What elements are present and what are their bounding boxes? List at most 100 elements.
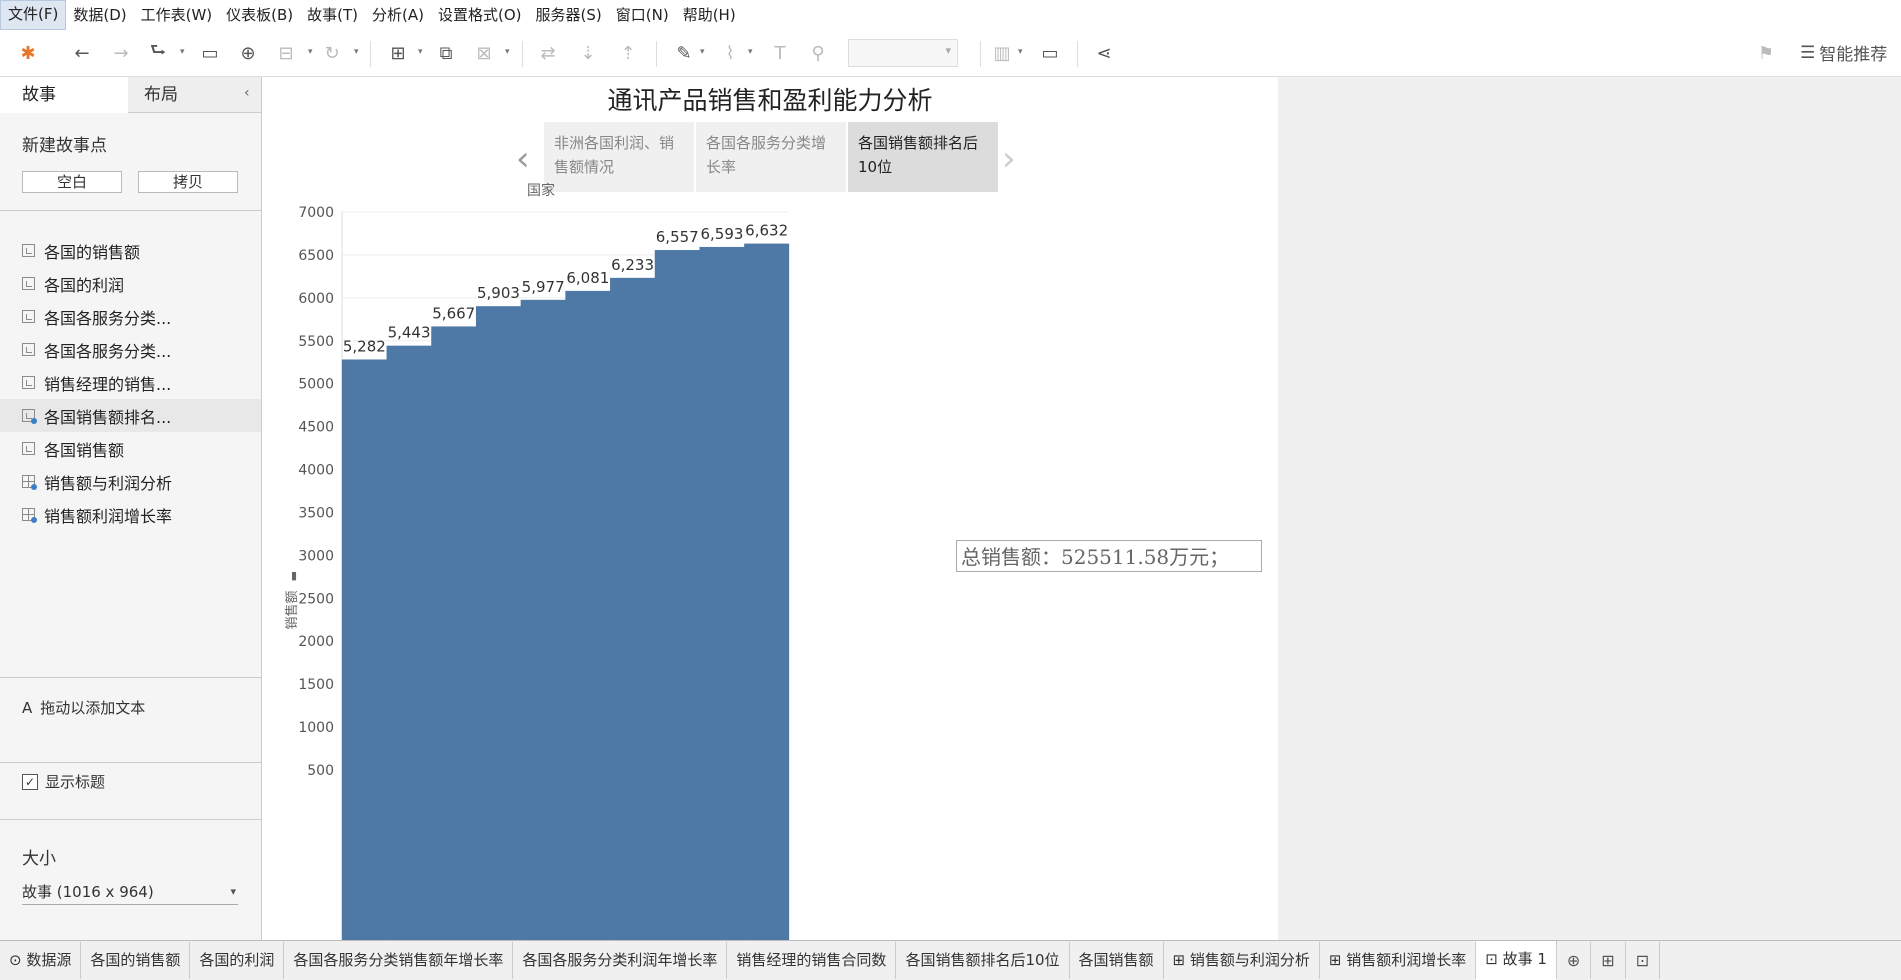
highlight-icon[interactable]: ✎ bbox=[676, 42, 692, 64]
sheet-tab[interactable]: 各国各服务分类销售额年增长率 bbox=[284, 942, 514, 979]
sort-ascending-icon[interactable]: ⇣ bbox=[580, 42, 596, 64]
sort-descending-icon[interactable]: ⇡ bbox=[620, 42, 636, 64]
duplicate-sheet-icon[interactable]: ⧉ bbox=[439, 42, 453, 64]
y-tick-label: 2500 bbox=[298, 591, 334, 607]
y-tick-label: 7000 bbox=[298, 205, 334, 221]
checkbox-icon[interactable]: ✓ bbox=[22, 773, 38, 790]
size-select[interactable]: 故事 (1016 x 964) bbox=[22, 880, 238, 905]
show-title-checkbox[interactable]: ✓ 显示标题 bbox=[22, 771, 105, 792]
new-datasource-icon[interactable]: ⊕ bbox=[240, 42, 256, 64]
sheet-tab[interactable]: 各国销售额排名后10位 bbox=[896, 942, 1070, 979]
in-use-badge-icon bbox=[31, 418, 37, 424]
tab-story[interactable]: 故事 bbox=[0, 77, 128, 113]
show-title-label: 显示标题 bbox=[45, 773, 106, 791]
y-tick-label: 4500 bbox=[298, 420, 334, 436]
sheet-item[interactable]: 各国的利润 bbox=[0, 267, 261, 300]
smart-recommend-label: 智能推荐 bbox=[1819, 45, 1888, 65]
y-axis-sort-icon: ▮ bbox=[291, 569, 297, 582]
menu-item-3[interactable]: 仪表板(B) bbox=[226, 6, 294, 24]
new-sheet-icon[interactable]: ⊞ bbox=[390, 42, 406, 64]
story-point-1[interactable]: 非洲各国利润、销售额情况 bbox=[544, 122, 694, 192]
sheet-item[interactable]: 各国的销售额 bbox=[0, 234, 261, 267]
menu-item-2[interactable]: 工作表(W) bbox=[140, 6, 213, 24]
y-tick-label: 5500 bbox=[298, 334, 334, 350]
drag-text-item[interactable]: A 拖动以添加文本 bbox=[22, 697, 145, 718]
worksheet-icon bbox=[22, 442, 35, 455]
show-me-dropdown-icon: ▾ bbox=[1018, 47, 1023, 57]
bar-value-label: 5,443 bbox=[388, 324, 431, 342]
share-icon[interactable]: ⋖ bbox=[1096, 42, 1112, 64]
sheet-item[interactable]: 各国各服务分类... bbox=[0, 300, 261, 333]
blank-button[interactable]: 空白 bbox=[22, 171, 122, 193]
story-point-3[interactable]: 各国销售额排名后10位 bbox=[848, 122, 998, 192]
next-arrow-icon[interactable]: › bbox=[1002, 139, 1016, 179]
sheet-tab[interactable]: 各国销售额 bbox=[1070, 942, 1164, 979]
labels-icon[interactable]: T bbox=[774, 42, 786, 64]
redo-icon[interactable]: → bbox=[113, 42, 129, 64]
format-painter-icon[interactable]: ⚑ bbox=[1757, 42, 1775, 64]
fit-select[interactable] bbox=[848, 39, 958, 67]
menu-item-8[interactable]: 窗口(N) bbox=[615, 6, 669, 24]
collapse-icon[interactable]: ‹ bbox=[244, 85, 250, 101]
presentation-icon[interactable]: ▭ bbox=[1041, 42, 1059, 64]
menu-item-0[interactable]: 文件(F) bbox=[0, 0, 67, 30]
menu-item-1[interactable]: 数据(D) bbox=[73, 6, 127, 24]
sheet-tab[interactable]: 各国各服务分类利润年增长率 bbox=[513, 942, 728, 979]
sheet-tab[interactable]: ⊞ 销售额与利润分析 bbox=[1164, 942, 1320, 979]
new-worksheet-icon[interactable]: ⊕ bbox=[1557, 942, 1592, 979]
swap-icon[interactable]: ⇄ bbox=[540, 42, 556, 64]
replay-icon[interactable]: ⮑ bbox=[149, 40, 167, 61]
sheet-item[interactable]: 各国销售额 bbox=[0, 432, 261, 465]
pin-icon[interactable]: ⚲ bbox=[811, 42, 825, 64]
bar bbox=[610, 277, 656, 940]
previous-arrow-icon[interactable]: ‹ bbox=[516, 139, 530, 179]
clear-dropdown-icon: ▾ bbox=[505, 47, 510, 57]
annotation[interactable]: 总销售额：525511.58万元； bbox=[956, 540, 1262, 572]
bar bbox=[475, 306, 521, 940]
group-icon[interactable]: ⌇ bbox=[725, 42, 735, 64]
sheet-tab[interactable]: 各国的利润 bbox=[190, 942, 285, 979]
sheet-item[interactable]: 销售经理的销售... bbox=[0, 366, 261, 399]
new-dashboard-icon[interactable]: ⊞ bbox=[1591, 942, 1626, 979]
pause-icon[interactable]: ⊟ bbox=[278, 42, 294, 64]
sheet-tab[interactable]: ⊡ 故事 1 bbox=[1476, 941, 1557, 980]
new-story-icon[interactable]: ⊡ bbox=[1626, 942, 1661, 979]
worksheet-icon bbox=[22, 310, 35, 323]
bar-value-label: 6,557 bbox=[656, 228, 699, 246]
sheet-item[interactable]: 销售额利润增长率 bbox=[0, 498, 261, 531]
sheet-tab[interactable]: 销售经理的销售合同数 bbox=[727, 942, 897, 979]
new-story-point-label: 新建故事点 bbox=[22, 136, 107, 156]
save-icon[interactable]: ▭ bbox=[201, 42, 219, 64]
sheet-item[interactable]: 各国各服务分类... bbox=[0, 333, 261, 366]
sheet-item[interactable]: 销售额与利润分析 bbox=[0, 465, 261, 498]
refresh-dropdown-icon: ▾ bbox=[354, 47, 359, 57]
menu-item-9[interactable]: 帮助(H) bbox=[682, 6, 736, 24]
sheet-item[interactable]: 各国销售额排名... bbox=[0, 399, 261, 432]
sheet-tab[interactable]: 各国的销售额 bbox=[81, 942, 191, 979]
menu-item-6[interactable]: 设置格式(O) bbox=[438, 6, 522, 24]
smart-recommend-button[interactable]: ☰ 智能推荐 bbox=[1800, 40, 1888, 66]
y-tick-label: 2000 bbox=[298, 634, 334, 650]
y-tick-label: 5000 bbox=[298, 377, 334, 393]
menu-item-7[interactable]: 服务器(S) bbox=[535, 6, 602, 24]
replay-dropdown-icon[interactable]: ▾ bbox=[180, 47, 185, 57]
refresh-icon[interactable]: ↻ bbox=[324, 42, 340, 64]
y-tick-label: 3500 bbox=[298, 505, 334, 521]
tab-layout[interactable]: 布局 bbox=[128, 77, 261, 113]
sheet-tabs: ⊙ 数据源 各国的销售额 各国的利润 各国各服务分类销售额年增长率 各国各服务分类利润年… bbox=[0, 940, 1901, 980]
story-point-2[interactable]: 各国各服务分类增长率 bbox=[696, 122, 846, 192]
y-tick-label: 6000 bbox=[298, 291, 334, 307]
group-dropdown-icon: ▾ bbox=[748, 47, 753, 57]
duplicate-button[interactable]: 拷贝 bbox=[138, 171, 238, 193]
show-me-icon[interactable]: ▥ bbox=[993, 42, 1011, 64]
sheet-item-label: 各国销售额 bbox=[44, 440, 125, 460]
clear-sheet-icon[interactable]: ⊠ bbox=[476, 42, 492, 64]
menu-item-5[interactable]: 分析(A) bbox=[372, 6, 424, 24]
tableau-logo-icon[interactable]: ✱ bbox=[20, 42, 36, 64]
worksheet-icon bbox=[22, 244, 35, 257]
in-use-badge-icon bbox=[31, 484, 37, 490]
datasource-tab[interactable]: ⊙ 数据源 bbox=[0, 942, 82, 979]
menu-item-4[interactable]: 故事(T) bbox=[307, 6, 359, 24]
sheet-tab[interactable]: ⊞ 销售额利润增长率 bbox=[1320, 942, 1477, 979]
undo-icon[interactable]: ← bbox=[74, 42, 90, 64]
